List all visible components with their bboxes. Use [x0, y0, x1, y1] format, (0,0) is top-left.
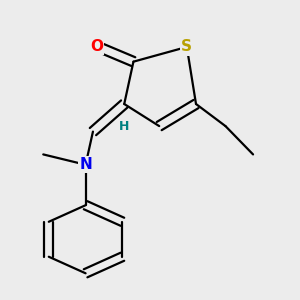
Text: N: N — [79, 157, 92, 172]
Text: S: S — [181, 39, 192, 54]
Text: O: O — [90, 39, 103, 54]
Text: H: H — [119, 120, 129, 133]
